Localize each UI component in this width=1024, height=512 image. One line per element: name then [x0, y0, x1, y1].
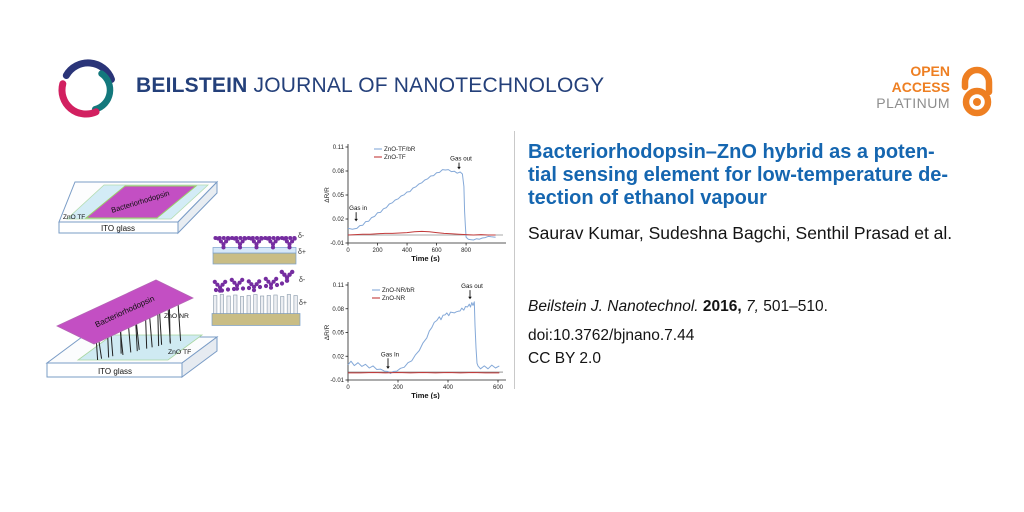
protein-molecule-dots-top: [213, 235, 297, 250]
ito-glass-label-bottom: ITO glass: [98, 367, 132, 376]
svg-text:Gas In: Gas In: [381, 351, 400, 358]
response-chart-zno-nr: -0.01 0.02 0.05 0.08 0.11 0 200 400 600 Time (s) Δ…: [324, 282, 506, 399]
svg-text:ZnO-NR: ZnO-NR: [382, 295, 406, 302]
zno-nr-label: ZnO NR: [164, 313, 189, 320]
br-on-tf-molecular-diagram: δ- δ+: [212, 233, 306, 265]
zno-tf-device-schematic: Bacteriorhodopsin ZnO TF ITO glass: [58, 180, 219, 235]
svg-text:400: 400: [443, 385, 454, 391]
br-on-nr-molecular-diagram: δ- δ+: [211, 269, 307, 326]
bacteriorhodopsin-sheet: [56, 279, 194, 345]
svg-text:0.02: 0.02: [332, 217, 344, 223]
logo-arc-crimson: [58, 80, 100, 118]
open-access-line3: PLATINUM: [876, 95, 950, 111]
svg-text:0: 0: [346, 385, 350, 391]
svg-text:0.08: 0.08: [332, 307, 344, 313]
open-access-line1: OPEN: [910, 63, 950, 79]
delta-minus-label-bottom: δ-: [299, 277, 306, 284]
svg-text:0: 0: [346, 248, 350, 254]
svg-text:ZnO-NR/bR: ZnO-NR/bR: [382, 287, 415, 294]
svg-text:Gas out: Gas out: [461, 283, 483, 290]
zno-nr-device-schematic: Bacteriorhodopsin ZnO NR ZnO TF ITO glas…: [45, 279, 219, 378]
protein-molecule-dots-bottom: [212, 269, 295, 293]
svg-text:0.02: 0.02: [332, 354, 344, 360]
citation-volume: 7,: [746, 298, 759, 315]
svg-text:200: 200: [373, 248, 384, 254]
delta-plus-label-top: δ+: [298, 249, 306, 256]
svg-text:0.11: 0.11: [333, 283, 345, 289]
journal-name[interactable]: BEILSTEIN JOURNAL OF NANOTECHNOLOGY: [136, 74, 604, 98]
svg-text:0.05: 0.05: [332, 193, 344, 199]
logo-arc-teal: [91, 70, 114, 113]
open-access-badge: OPEN ACCESS PLATINUM: [800, 63, 950, 111]
title-line-3: tection of ethanol vapour: [528, 187, 767, 209]
ito-glass-label-top: ITO glass: [101, 224, 135, 233]
svg-text:Gas out: Gas out: [450, 156, 472, 163]
logo-arc-navy: [62, 59, 115, 83]
svg-text:0.05: 0.05: [332, 331, 344, 337]
license-label: CC BY 2.0: [528, 350, 601, 367]
svg-text:600: 600: [432, 248, 443, 254]
svg-text:ZnO-TF/bR: ZnO-TF/bR: [384, 146, 416, 153]
zno-tf-label-top: ZnO TF: [63, 214, 85, 221]
svg-text:-0.01: -0.01: [330, 378, 344, 384]
svg-text:0.11: 0.11: [333, 145, 345, 151]
citation-year: 2016,: [702, 298, 742, 315]
article-title[interactable]: Bacteriorhodopsin–ZnO hybrid as a poten-…: [528, 141, 988, 210]
svg-text:ΔR/R: ΔR/R: [324, 187, 331, 203]
svg-text:ZnO-TF: ZnO-TF: [384, 154, 406, 161]
bacteriorhodopsin-patch: [84, 185, 198, 219]
citation-journal: Beilstein J. Nanotechnol.: [528, 298, 699, 315]
svg-text:600: 600: [493, 385, 504, 391]
open-access-lock-icon: [961, 66, 993, 117]
nanorod-pillars: [213, 294, 298, 314]
svg-text:Gas in: Gas in: [349, 205, 367, 212]
svg-text:0.08: 0.08: [332, 169, 344, 175]
journal-name-rest: JOURNAL OF NANOTECHNOLOGY: [247, 74, 605, 97]
title-line-1: Bacteriorhodopsin–ZnO hybrid as a poten-: [528, 141, 935, 163]
svg-text:Time (s): Time (s): [411, 391, 440, 399]
svg-text:200: 200: [393, 385, 404, 391]
title-line-2: tial sensing element for low-temperature…: [528, 164, 949, 186]
delta-plus-label-bottom: δ+: [299, 300, 307, 307]
svg-text:400: 400: [402, 248, 413, 254]
svg-text:800: 800: [461, 248, 472, 254]
doi-link[interactable]: doi:10.3762/bjnano.7.44: [528, 327, 695, 344]
graphical-abstract-schematics: Bacteriorhodopsin ZnO TF ITO glass δ- δ+…: [45, 180, 307, 378]
delta-minus-label-top: δ-: [298, 233, 305, 240]
svg-text:Time (s): Time (s): [411, 254, 440, 262]
citation: Beilstein J. Nanotechnol. 2016, 7, 501–5…: [528, 298, 828, 316]
response-chart-zno-tf: -0.01 0.02 0.05 0.08 0.11 0 200 400 600 800 Time (…: [324, 144, 506, 262]
beilstein-logo-icon[interactable]: [53, 53, 123, 123]
svg-text:-0.01: -0.01: [330, 241, 344, 247]
journal-name-bold: BEILSTEIN: [136, 74, 248, 97]
zno-tf-label-bottom: ZnO TF: [168, 349, 191, 356]
vertical-divider: [514, 131, 515, 389]
author-list: Saurav Kumar, Sudeshna Bagchi, Senthil P…: [528, 223, 953, 243]
open-access-line2: ACCESS: [891, 79, 950, 95]
svg-text:ΔR/R: ΔR/R: [324, 324, 331, 340]
citation-pages: 501–510.: [763, 298, 828, 315]
